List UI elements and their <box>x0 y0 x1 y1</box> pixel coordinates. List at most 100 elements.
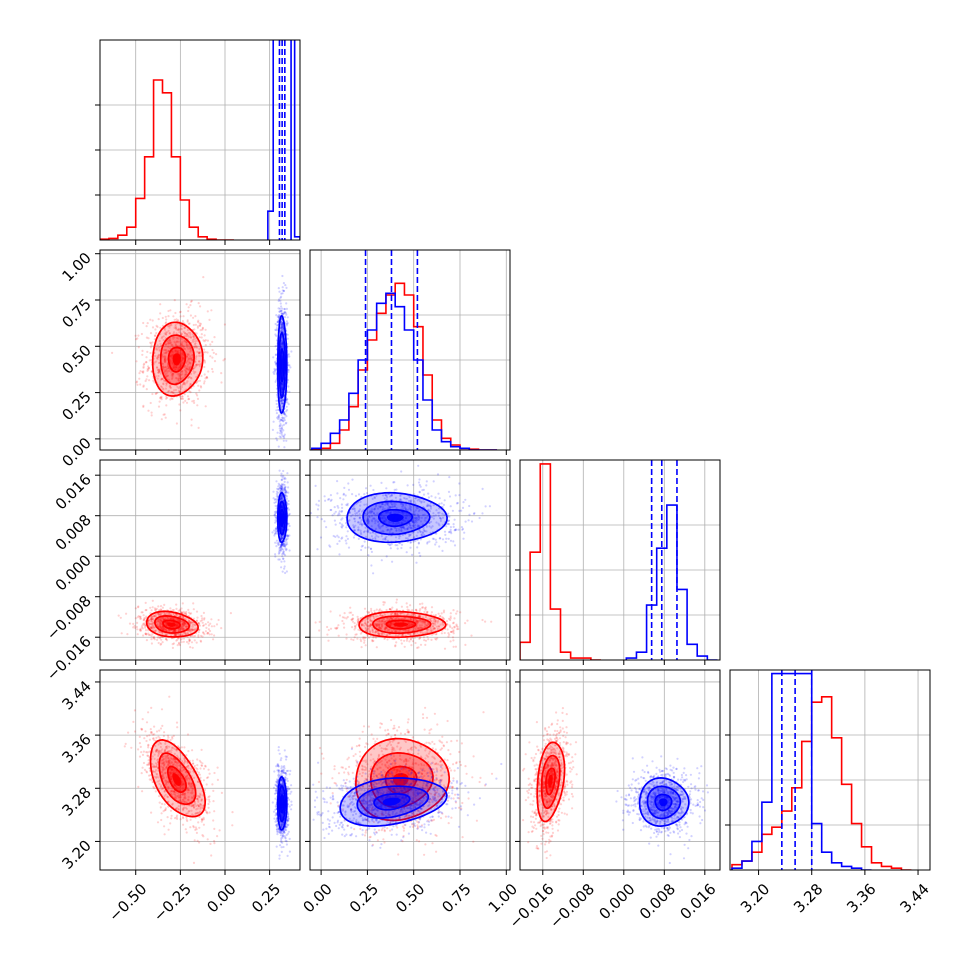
sample-point <box>278 544 280 546</box>
sample-point <box>178 403 180 405</box>
sample-point <box>370 610 372 612</box>
sample-point <box>276 327 278 329</box>
sample-point <box>439 615 441 617</box>
sample-point <box>285 287 287 289</box>
sample-point <box>452 622 454 624</box>
sample-point <box>160 643 162 645</box>
sample-point <box>356 633 358 635</box>
sample-point <box>431 611 433 613</box>
sample-point <box>276 491 278 493</box>
sample-point <box>191 300 193 302</box>
sample-point <box>150 402 152 404</box>
y-tick-label: 0.00 <box>58 434 94 470</box>
sample-point <box>330 628 332 630</box>
sample-point <box>446 620 448 622</box>
sample-point <box>280 545 282 547</box>
sample-point <box>481 619 483 621</box>
sample-point <box>211 341 213 343</box>
sample-point <box>146 337 148 339</box>
sample-point <box>150 638 152 640</box>
sample-point <box>287 453 289 455</box>
sample-point <box>200 615 202 617</box>
sample-point <box>428 496 430 498</box>
sample-point <box>336 627 338 629</box>
sample-point <box>282 475 284 477</box>
sample-point <box>175 608 177 610</box>
sample-point <box>281 308 283 310</box>
sample-point <box>285 422 287 424</box>
sample-point <box>357 618 359 620</box>
sample-point <box>283 568 285 570</box>
sample-point <box>199 336 201 338</box>
sample-point <box>423 611 425 613</box>
sample-point <box>361 646 363 648</box>
sample-point <box>282 286 284 288</box>
sample-point <box>205 623 207 625</box>
sample-point <box>426 636 428 638</box>
sample-point <box>274 555 276 557</box>
sample-point <box>282 571 284 573</box>
sample-point <box>360 633 362 635</box>
sample-point <box>276 412 278 414</box>
sample-point <box>443 611 445 613</box>
sample-point <box>277 558 279 560</box>
sample-point <box>401 606 403 608</box>
sample-point <box>278 291 280 293</box>
sample-point <box>280 302 282 304</box>
sample-point <box>278 311 280 313</box>
sample-point <box>284 434 286 436</box>
sample-point <box>200 375 202 377</box>
sample-point <box>447 636 449 638</box>
sample-point <box>280 487 282 489</box>
sample-point <box>183 637 185 639</box>
sample-point <box>212 371 214 373</box>
sample-point <box>135 360 137 362</box>
sample-point <box>276 495 278 497</box>
sample-point <box>152 606 154 608</box>
sample-point <box>338 553 340 555</box>
sample-point <box>452 510 454 512</box>
sample-point <box>271 531 273 533</box>
sample-point <box>192 317 194 319</box>
sample-point <box>286 401 288 403</box>
sample-point <box>356 638 358 640</box>
sample-point <box>285 440 287 442</box>
sample-point <box>424 644 426 646</box>
sample-point <box>163 604 165 606</box>
sample-point <box>202 625 204 627</box>
sample-point <box>287 371 289 373</box>
x-tick-label: 3.20 <box>737 880 773 916</box>
sample-point <box>384 601 386 603</box>
sample-point <box>145 629 147 631</box>
sample-point <box>216 623 218 625</box>
sample-point <box>437 473 439 475</box>
sample-point <box>406 602 408 604</box>
sample-point <box>151 609 153 611</box>
sample-point <box>279 470 281 472</box>
plot-area <box>310 250 510 450</box>
sample-point <box>278 446 280 448</box>
sample-point <box>159 303 161 305</box>
histogram-red <box>100 80 234 240</box>
sample-point <box>470 635 472 637</box>
sample-point <box>182 320 184 322</box>
sample-point <box>285 539 287 541</box>
sample-point <box>165 322 167 324</box>
sample-point <box>357 629 359 631</box>
sample-point <box>386 609 388 611</box>
sample-point <box>157 605 159 607</box>
axes-frame <box>730 670 930 870</box>
sample-point <box>220 372 222 374</box>
sample-point <box>142 623 144 625</box>
sample-point <box>344 612 346 614</box>
sample-point <box>464 644 466 646</box>
sample-point <box>461 529 463 531</box>
sample-point <box>145 380 147 382</box>
sample-point <box>174 299 176 301</box>
sample-point <box>350 638 352 640</box>
sample-point <box>356 624 358 626</box>
sample-point <box>403 640 405 642</box>
sample-point <box>274 522 276 524</box>
sample-point <box>209 343 211 345</box>
sample-point <box>444 499 446 501</box>
